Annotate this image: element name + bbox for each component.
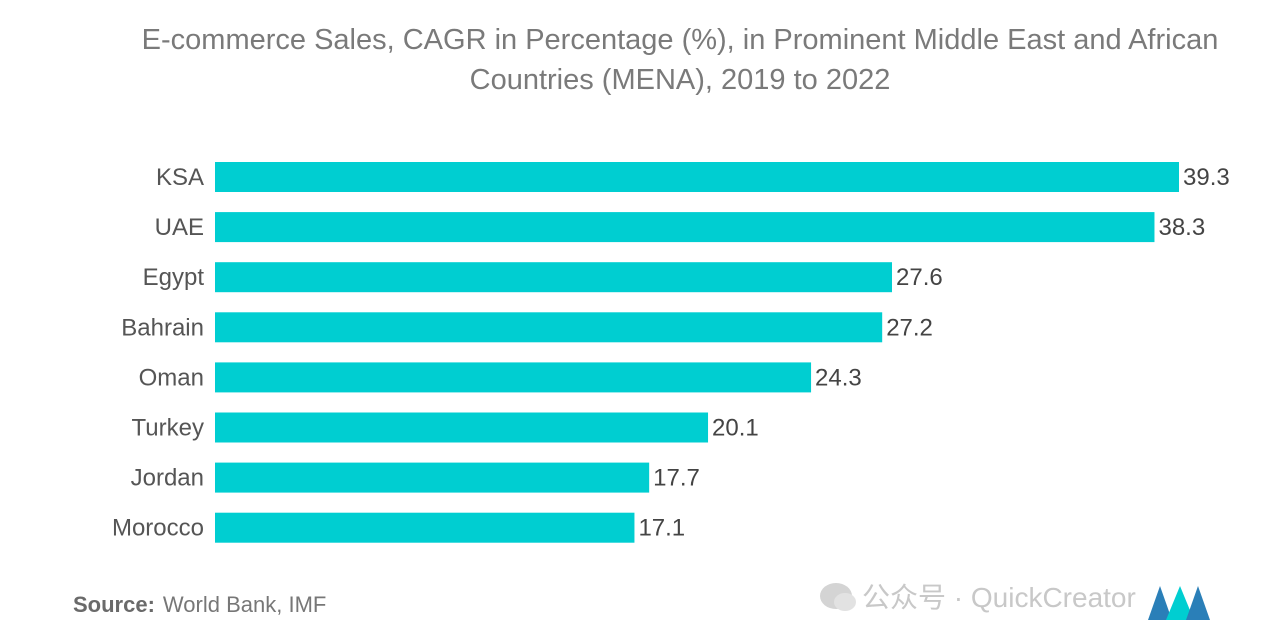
- bar: [215, 462, 650, 493]
- chart-title: E-commerce Sales, CAGR in Percentage (%)…: [141, 24, 1219, 96]
- bar: [215, 362, 812, 393]
- bar: [215, 512, 635, 543]
- value-label: 24.3: [815, 364, 862, 391]
- source-text: World Bank, IMF: [162, 592, 327, 617]
- watermark-text: 公众号 · QuickCreator: [862, 582, 1136, 613]
- bars-layer: KSA 39.3 UAE 38.3 Egypt 27.6 Bahrain 27.2 Oman 24…: [112, 162, 1230, 543]
- source-note: Source: World Bank, IMF: [73, 592, 326, 618]
- value-label: 20.1: [712, 415, 759, 442]
- category-label: Egypt: [143, 264, 205, 291]
- value-label: 27.2: [886, 314, 933, 341]
- category-label: Jordan: [131, 465, 204, 492]
- wechat-icon: [820, 583, 856, 611]
- category-label: UAE: [155, 214, 204, 241]
- value-label: 27.6: [896, 264, 943, 291]
- bar: [215, 212, 1155, 243]
- watermark: 公众号 · QuickCreator: [820, 576, 1136, 616]
- category-label: Bahrain: [121, 314, 204, 341]
- category-label: Morocco: [112, 515, 204, 542]
- value-label: 17.1: [638, 515, 685, 542]
- value-label: 38.3: [1158, 214, 1205, 241]
- bar: [215, 312, 883, 343]
- bar: [215, 162, 1179, 192]
- category-label: Turkey: [132, 415, 204, 442]
- category-label: Oman: [139, 364, 204, 391]
- category-label: KSA: [156, 164, 204, 191]
- bar-chart: KSA 39.3 UAE 38.3 Egypt 27.6 Bahrain 27.2 Oman 24…: [112, 162, 1230, 543]
- bar: [215, 412, 709, 443]
- mordor-logo-icon: [1148, 586, 1210, 620]
- source-label: Source:: [73, 592, 155, 617]
- value-label: 39.3: [1183, 164, 1230, 191]
- value-label: 17.7: [653, 465, 700, 492]
- bar: [215, 262, 893, 293]
